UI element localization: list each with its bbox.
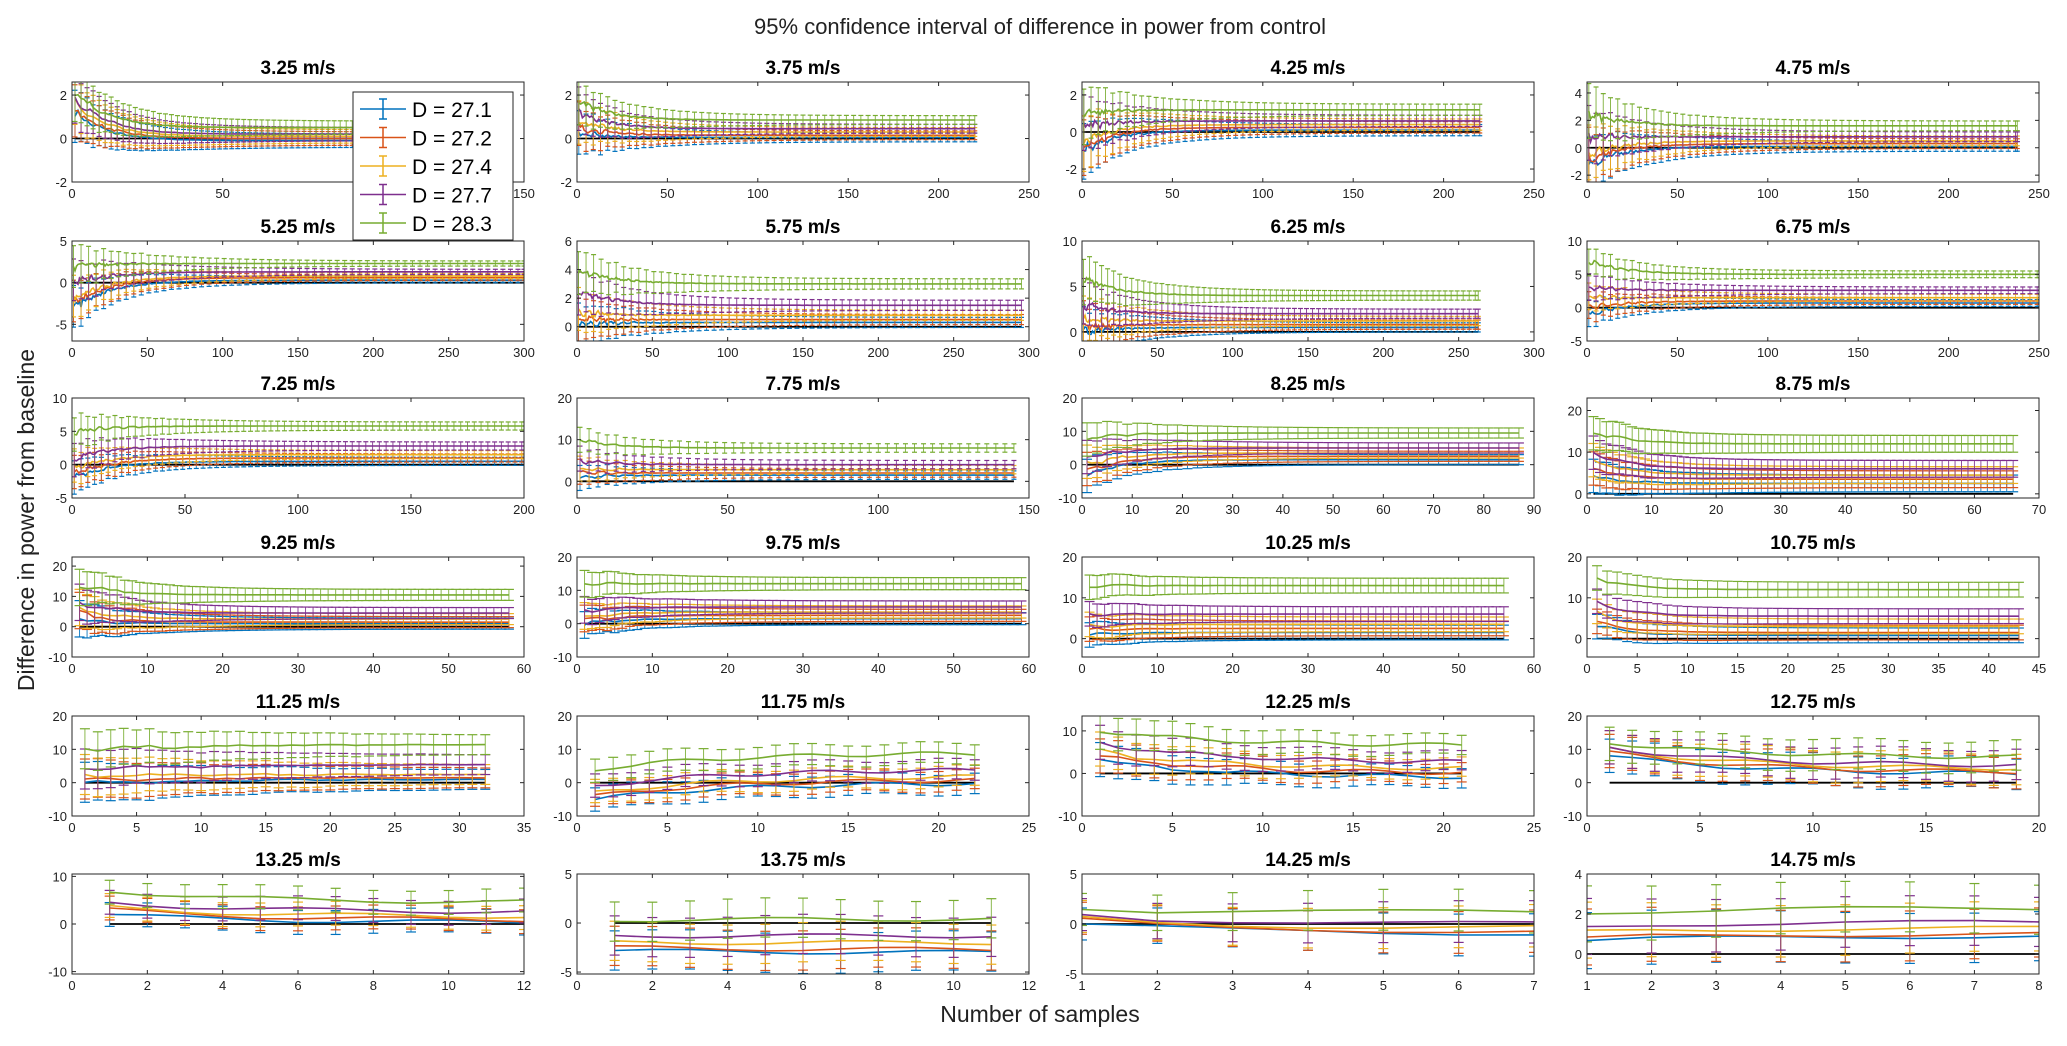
y-tick-label: 2 [565, 88, 572, 103]
y-tick-label: 4 [1575, 86, 1582, 101]
x-tick-label: 100 [1757, 186, 1779, 201]
plot-area [1082, 86, 1483, 180]
series-27-4 [72, 268, 524, 318]
x-tick-label: 100 [212, 345, 234, 360]
subplot-title: 3.25 m/s [261, 58, 336, 79]
x-tick-label: 100 [747, 186, 769, 201]
x-tick-label: 50 [215, 186, 229, 201]
plot-area [72, 244, 524, 328]
figure-title: 95% confidence interval of difference in… [754, 14, 1326, 39]
plot-area [577, 82, 978, 156]
y-tick-label: 2 [60, 88, 67, 103]
x-tick-label: 0 [68, 186, 75, 201]
x-tick-label: 0 [1078, 186, 1085, 201]
x-tick-label: 200 [928, 186, 950, 201]
x-tick-label: 300 [513, 345, 535, 360]
series-line [72, 262, 524, 274]
series-line [1083, 129, 1480, 153]
y-tick-label: -2 [1570, 168, 1582, 183]
x-tick-label: 250 [1523, 186, 1545, 201]
x-tick-label: 200 [1433, 186, 1455, 201]
y-tick-label: 0 [60, 276, 67, 291]
y-axis-label: Difference in power from baseline [13, 349, 39, 691]
series-line [1083, 118, 1480, 131]
subplot-3-75: 3.75 m/s0 50 100 150 200 250-202 [560, 58, 1039, 201]
x-tick-label: 200 [1938, 186, 1960, 201]
y-tick-label: 0 [60, 132, 67, 147]
subplot-4-25: 4.25 m/s0 50 100 150 200 250-202 [1065, 58, 1544, 201]
plot-area [1587, 82, 2020, 182]
y-tick-label: 0 [1070, 125, 1077, 140]
plot-area [577, 251, 1024, 341]
subplot-title: 3.75 m/s [766, 58, 841, 79]
series-28-3 [577, 82, 978, 130]
series-28-3 [1082, 86, 1483, 146]
x-tick-label: 250 [2028, 186, 2050, 201]
y-tick-label: -5 [55, 317, 67, 332]
x-tick-label: 50 [1165, 186, 1179, 201]
x-tick-label: 0 [1583, 186, 1590, 201]
y-tick-label: -2 [1065, 162, 1077, 177]
x-tick-label: 150 [513, 186, 535, 201]
series-line [578, 100, 975, 121]
axes-box [71, 81, 525, 183]
series-line [578, 121, 975, 133]
x-tick-label: 200 [362, 345, 384, 360]
series-line [1083, 123, 1480, 145]
subplot-5-25: 5.25 m/s0 50 100 150 200 250 300-505 [55, 217, 534, 360]
series-line [578, 108, 975, 130]
y-tick-label: 5 [60, 234, 67, 249]
y-tick-label: 2 [1575, 113, 1582, 128]
series-line [578, 131, 975, 140]
x-tick-label: 0 [68, 345, 75, 360]
x-axis-label: Number of samples [940, 1001, 1139, 1027]
x-tick-label: 150 [1342, 186, 1364, 201]
x-tick-label: 50 [660, 186, 674, 201]
x-tick-label: 150 [287, 345, 309, 360]
series-line [1588, 140, 2018, 158]
subplot-title: 4.25 m/s [1271, 58, 1346, 79]
y-tick-label: 2 [1070, 88, 1077, 103]
x-tick-label: 50 [140, 345, 154, 360]
series-28-3 [1587, 82, 2020, 142]
series-line [1588, 142, 2018, 163]
x-tick-label: 100 [1252, 186, 1274, 201]
subplot-title: 5.75 m/s [766, 217, 841, 238]
subplot-title: 4.75 m/s [1776, 58, 1851, 79]
subplot-title: 5.25 m/s [261, 217, 336, 238]
y-tick-label: 0 [1575, 141, 1582, 156]
x-tick-label: 50 [1670, 186, 1684, 201]
series-line [1083, 126, 1480, 149]
x-tick-label: 0 [573, 186, 580, 201]
x-tick-label: 150 [1847, 186, 1869, 201]
axes-box [576, 81, 1030, 183]
y-tick-label: -2 [560, 175, 572, 190]
series-28-3 [72, 244, 524, 288]
series-line [1083, 107, 1480, 118]
axes-box [1586, 81, 2040, 183]
series-line [578, 123, 975, 137]
x-tick-label: 250 [1018, 186, 1040, 201]
y-tick-label: -2 [55, 175, 67, 190]
x-tick-label: 250 [438, 345, 460, 360]
y-tick-label: 0 [565, 132, 572, 147]
series-line [1588, 110, 2018, 127]
x-tick-label: 150 [837, 186, 859, 201]
